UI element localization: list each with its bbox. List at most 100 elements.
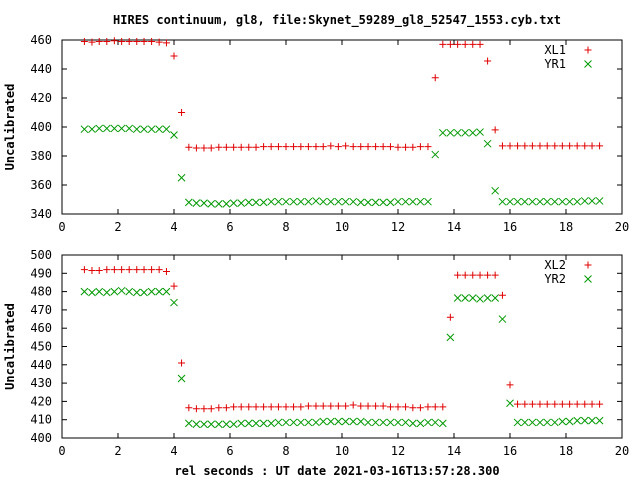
data-point xyxy=(140,37,148,45)
x-tick-label: 12 xyxy=(391,220,405,234)
data-point xyxy=(484,57,492,65)
data-point xyxy=(446,128,455,137)
y-axis-label: Uncalibrated xyxy=(3,84,17,171)
data-point xyxy=(461,128,470,137)
data-point xyxy=(304,402,312,410)
data-point xyxy=(214,420,223,429)
y-tick-label: 420 xyxy=(30,394,52,408)
x-tick-label: 2 xyxy=(114,444,121,458)
data-point xyxy=(394,143,402,151)
data-point xyxy=(349,417,358,426)
data-point xyxy=(595,416,604,425)
data-point xyxy=(304,143,312,151)
data-point xyxy=(80,125,89,134)
data-point xyxy=(461,40,469,48)
data-point xyxy=(290,403,298,411)
data-point xyxy=(132,125,141,134)
data-point xyxy=(454,40,462,48)
data-point xyxy=(424,143,432,151)
data-point xyxy=(147,125,156,134)
data-point xyxy=(469,40,477,48)
data-point xyxy=(267,419,276,428)
data-point xyxy=(103,266,111,274)
data-point xyxy=(595,197,604,205)
data-point xyxy=(588,400,596,408)
data-point xyxy=(290,143,298,151)
data-point xyxy=(110,37,118,45)
data-point xyxy=(200,144,208,152)
data-point xyxy=(491,186,500,195)
data-point xyxy=(289,418,298,427)
data-point xyxy=(349,197,358,206)
panel-2: 0 2 4 6 8 10 12 14 16 18 20 400 410 420 430 440 450 460 47… xyxy=(3,248,629,458)
data-point xyxy=(185,143,193,151)
data-point xyxy=(252,198,260,207)
series-YR2 xyxy=(80,286,604,429)
data-point xyxy=(438,419,447,428)
y-tick-label: 380 xyxy=(30,149,52,163)
data-point xyxy=(371,418,380,427)
data-point xyxy=(245,143,253,151)
data-point xyxy=(596,400,604,408)
data-point xyxy=(498,197,507,206)
data-point xyxy=(103,37,111,45)
data-point xyxy=(484,271,492,279)
data-point xyxy=(498,291,506,299)
y-tick-label: 430 xyxy=(30,376,52,390)
data-point xyxy=(379,402,387,410)
data-point xyxy=(184,198,193,207)
data-point xyxy=(506,142,514,150)
data-point xyxy=(170,298,178,307)
data-point xyxy=(192,199,201,207)
data-point xyxy=(222,420,231,429)
data-point xyxy=(372,143,380,151)
data-point xyxy=(364,198,372,207)
data-point xyxy=(259,198,268,207)
data-point xyxy=(177,173,186,182)
y-tick-label: 440 xyxy=(30,358,52,372)
data-point xyxy=(162,125,171,134)
data-point xyxy=(550,418,559,427)
data-point xyxy=(402,403,410,411)
data-point xyxy=(110,287,119,296)
legend-label: YR1 xyxy=(544,57,566,71)
data-point xyxy=(95,37,103,45)
data-point xyxy=(319,143,327,151)
data-point xyxy=(468,294,477,302)
plot-frame xyxy=(61,254,623,439)
data-point xyxy=(520,418,529,427)
data-point xyxy=(312,402,320,410)
data-point xyxy=(148,266,156,274)
data-point xyxy=(110,124,119,133)
data-point xyxy=(326,417,335,426)
legend-label: XL2 xyxy=(544,258,566,272)
data-point xyxy=(454,271,462,279)
chart-title: HIRES continuum, gl8, file:Skynet_59289_… xyxy=(113,13,561,28)
data-point xyxy=(282,143,290,151)
data-point xyxy=(371,198,380,207)
data-point xyxy=(312,143,320,151)
y-tick-label: 400 xyxy=(30,431,52,445)
data-point xyxy=(364,402,372,410)
legend-label: YR2 xyxy=(544,272,566,286)
data-point xyxy=(207,420,216,429)
data-point xyxy=(513,197,522,206)
x-tick-label: 12 xyxy=(391,444,405,458)
data-point xyxy=(244,419,253,428)
data-point xyxy=(132,288,141,297)
data-point xyxy=(521,400,529,408)
data-point xyxy=(319,402,327,410)
data-point xyxy=(379,418,388,427)
x-tick-label: 0 xyxy=(58,220,65,234)
data-point xyxy=(260,403,268,411)
data-point xyxy=(140,266,148,274)
x-tick-label: 0 xyxy=(58,444,65,458)
data-point xyxy=(379,198,388,207)
data-point xyxy=(342,142,350,150)
data-point xyxy=(200,420,208,429)
data-point xyxy=(297,143,305,151)
data-point xyxy=(476,40,484,48)
data-point xyxy=(424,403,432,411)
data-point xyxy=(252,403,260,411)
